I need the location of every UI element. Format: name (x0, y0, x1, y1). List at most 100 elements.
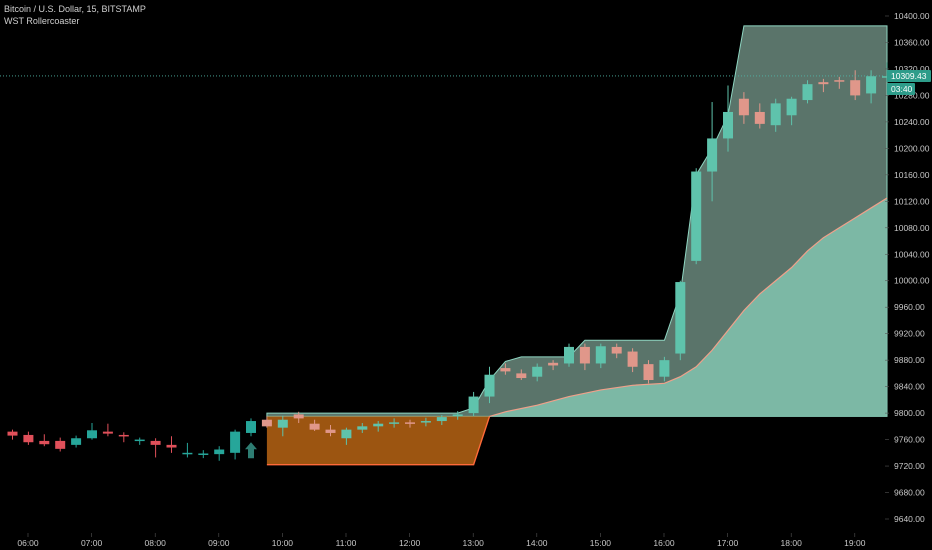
candle-body (293, 414, 304, 419)
candle-body (548, 362, 559, 366)
candle-body (357, 426, 368, 430)
candle-body (134, 439, 145, 442)
price-tick-label: 10280.00 (894, 90, 930, 100)
price-tick-label: 10120.00 (894, 196, 930, 206)
candle-body (468, 396, 479, 414)
candle-body (261, 419, 272, 427)
price-tick-label: 9720.00 (894, 461, 925, 471)
candle-body (850, 80, 861, 96)
candle-body (564, 346, 574, 364)
price-tick-label: 9880.00 (894, 355, 925, 365)
signal-markers (245, 442, 257, 459)
candle-body (723, 111, 733, 139)
candle-body (214, 449, 225, 455)
price-tick-label: 10200.00 (894, 143, 930, 153)
price-tick-label: 9680.00 (894, 488, 925, 498)
bearish-stop-line (266, 416, 491, 466)
countdown-badge (887, 82, 915, 95)
candle-body (150, 440, 161, 445)
candle-body (87, 430, 97, 439)
candle-body (420, 421, 431, 423)
candle-body (71, 438, 82, 445)
candle-body (659, 360, 670, 377)
bearish-trend-zone (266, 416, 490, 465)
symbol-title[interactable]: Bitcoin / U.S. Dollar, 15, BITSTAMP (4, 4, 146, 14)
candle-body (405, 422, 415, 424)
indicator-title[interactable]: WST Rollercoaster (4, 16, 80, 26)
candle-body (309, 423, 320, 430)
indicator-zones (266, 25, 888, 466)
candle-body (166, 444, 177, 448)
candle-body (770, 103, 781, 126)
candle-body (39, 440, 50, 445)
candle-body (754, 111, 765, 124)
time-tick-label: 19:00 (844, 538, 866, 548)
chart-legend: Bitcoin / U.S. Dollar, 15, BITSTAMP WST … (4, 3, 146, 27)
candle-body (246, 421, 256, 433)
price-tick-label: 9840.00 (894, 382, 925, 392)
time-tick-label: 06:00 (17, 538, 39, 548)
candles (7, 62, 892, 461)
candle-body (611, 346, 622, 354)
time-tick-label: 15:00 (590, 538, 612, 548)
candle-body (118, 434, 129, 437)
candle-body (707, 138, 718, 172)
time-tick-label: 14:00 (526, 538, 548, 548)
price-tick-label: 10320.00 (894, 64, 930, 74)
buy-signal-arrow-icon (245, 442, 257, 459)
candle-body (516, 373, 527, 379)
candle-body (55, 440, 66, 449)
candle-body (198, 453, 209, 455)
last-price-tag: 10309.43 03:40 (887, 69, 931, 95)
price-tick-label: 10360.00 (894, 37, 930, 47)
candle-body (325, 429, 336, 433)
candle-body (802, 84, 813, 101)
price-tick-label: 9960.00 (894, 302, 925, 312)
last-price-value: 10309.43 (891, 71, 927, 81)
price-tick-label: 9800.00 (894, 408, 925, 418)
price-axis[interactable]: 9640.00 9680.00 9720.00 9760.00 9800.00 9840.… (885, 11, 930, 524)
time-tick-label: 13:00 (463, 538, 485, 548)
time-axis[interactable]: 06:00 07:00 08:00 09:00 10:00 11:00 12:00 13:00… (17, 533, 866, 548)
price-tick-label: 10400.00 (894, 11, 930, 21)
candle-body (436, 417, 447, 422)
bar-countdown: 03:40 (891, 84, 913, 94)
trailing-stop-line (489, 197, 888, 417)
candle-body (341, 429, 352, 439)
bullish-trailing-band (489, 198, 887, 417)
candle-body (7, 431, 18, 436)
candle-body (643, 364, 654, 381)
price-tick-label: 9920.00 (894, 329, 925, 339)
price-tick-label: 10080.00 (894, 223, 930, 233)
candle-body (532, 366, 543, 377)
candle-body (373, 423, 384, 427)
candle-body (277, 419, 288, 428)
candle-body (500, 368, 511, 372)
time-tick-label: 16:00 (653, 538, 675, 548)
candle-body (484, 374, 495, 397)
time-tick-label: 09:00 (208, 538, 230, 548)
time-tick-label: 12:00 (399, 538, 421, 548)
candle-body (102, 431, 113, 434)
candle-body (866, 76, 877, 94)
candle-body (23, 434, 34, 443)
time-tick-label: 10:00 (272, 538, 294, 548)
time-tick-label: 18:00 (781, 538, 803, 548)
time-tick-label: 11:00 (336, 538, 357, 548)
candle-body (452, 414, 463, 417)
candle-body (691, 171, 702, 261)
price-tick-label: 10040.00 (894, 249, 930, 259)
candle-body (627, 351, 638, 367)
time-tick-label: 07:00 (81, 538, 103, 548)
candle-body (595, 346, 606, 364)
candle-body (834, 80, 845, 82)
candle-body (818, 82, 829, 85)
candle-body (675, 282, 686, 354)
time-tick-label: 17:00 (717, 538, 739, 548)
price-tick-label: 10240.00 (894, 117, 930, 127)
price-tick-label: 9760.00 (894, 435, 925, 445)
price-tick-label: 10000.00 (894, 276, 930, 286)
last-price-badge (887, 69, 931, 82)
candle-body (230, 431, 241, 453)
